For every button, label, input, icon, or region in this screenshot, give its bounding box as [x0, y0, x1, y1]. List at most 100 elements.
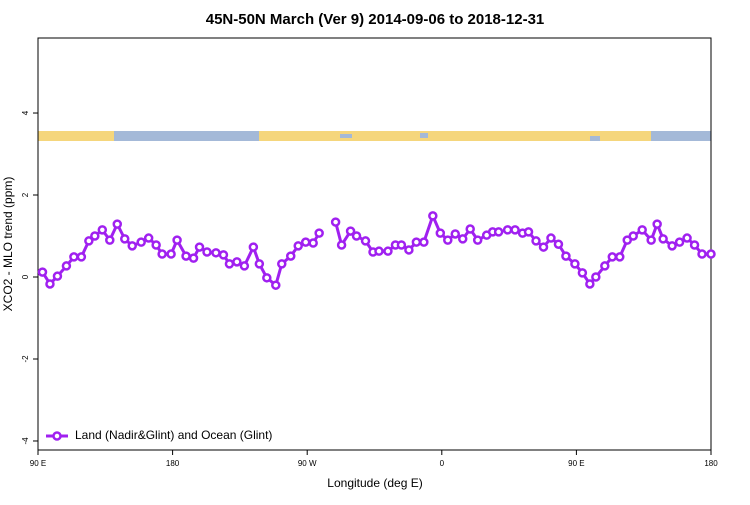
point [248, 242, 259, 252]
point [360, 236, 371, 246]
map-strip [38, 131, 711, 141]
point [538, 242, 549, 252]
y-tick-label: 0 [21, 274, 30, 279]
point [262, 273, 272, 283]
point [285, 251, 296, 261]
x-tick-label: 90 W [298, 459, 317, 468]
point [411, 237, 422, 247]
point [706, 249, 716, 259]
point [570, 259, 580, 269]
point [428, 211, 438, 221]
y-tick-label: 4 [21, 110, 30, 115]
point [105, 235, 115, 245]
point [90, 231, 100, 241]
y-axis-label: XCO2 - MLO trend (ppm) [1, 177, 15, 312]
point [45, 279, 55, 289]
point [628, 231, 638, 241]
x-tick-label: 0 [440, 459, 445, 468]
point [531, 236, 541, 246]
point [682, 233, 692, 243]
point [202, 247, 212, 257]
point [404, 245, 414, 255]
point [697, 249, 707, 259]
point [396, 240, 407, 250]
point [330, 217, 341, 227]
point [546, 233, 556, 243]
point [419, 237, 429, 247]
point [615, 252, 625, 262]
point [345, 226, 356, 236]
point [351, 231, 362, 241]
point [450, 229, 461, 239]
plot-frame [37, 37, 712, 451]
point [314, 228, 324, 238]
point [119, 234, 130, 244]
point [523, 227, 534, 237]
point [127, 241, 137, 251]
point [510, 225, 520, 235]
point [493, 227, 504, 237]
x-tick-label: 180 [704, 459, 718, 468]
point [374, 246, 384, 256]
point [37, 267, 48, 277]
point [218, 250, 229, 260]
point [457, 234, 468, 244]
point [637, 225, 647, 235]
point [69, 252, 79, 262]
y-tick-label: -2 [21, 355, 30, 363]
point [667, 241, 677, 251]
point [239, 261, 250, 271]
point [76, 252, 87, 262]
point [254, 259, 265, 269]
point [336, 240, 347, 250]
point [689, 240, 700, 250]
point [622, 235, 632, 245]
point [232, 257, 242, 267]
point [465, 224, 475, 234]
point [166, 249, 176, 259]
point [61, 261, 72, 271]
point [211, 248, 221, 258]
point [585, 279, 595, 289]
point [143, 233, 154, 243]
point [277, 259, 287, 269]
point [52, 271, 63, 281]
point [181, 251, 191, 261]
point [188, 253, 199, 263]
legend-label: Land (Nadir&Glint) and Ocean (Glint) [75, 428, 272, 442]
point [383, 246, 393, 256]
y-tick-label: -4 [21, 437, 30, 445]
point [591, 272, 601, 282]
point [658, 234, 668, 244]
point [502, 225, 513, 235]
chart-title: 45N-50N March (Ver 9) 2014-09-06 to 2018… [206, 11, 545, 28]
x-tick-label: 90 E [568, 459, 584, 468]
point [151, 240, 161, 250]
point [607, 252, 618, 262]
x-tick-label: 180 [166, 459, 180, 468]
point [600, 261, 610, 271]
point [553, 239, 564, 249]
point [652, 219, 662, 229]
x-axis-label: Longitude (deg E) [327, 476, 422, 490]
point [472, 235, 483, 245]
point [561, 251, 571, 261]
point [443, 235, 453, 245]
point [435, 228, 446, 238]
point [271, 280, 281, 290]
point [194, 242, 205, 252]
x-tick-label: 90 E [30, 459, 46, 468]
point [157, 249, 167, 259]
point [577, 268, 588, 278]
point [136, 237, 146, 247]
y-tick-label: 2 [21, 192, 30, 197]
point [224, 259, 235, 269]
point [300, 237, 311, 247]
point [172, 235, 182, 245]
point [674, 237, 685, 247]
legend-marker [52, 431, 62, 441]
point [97, 225, 108, 235]
point [308, 238, 318, 248]
point [293, 241, 303, 251]
